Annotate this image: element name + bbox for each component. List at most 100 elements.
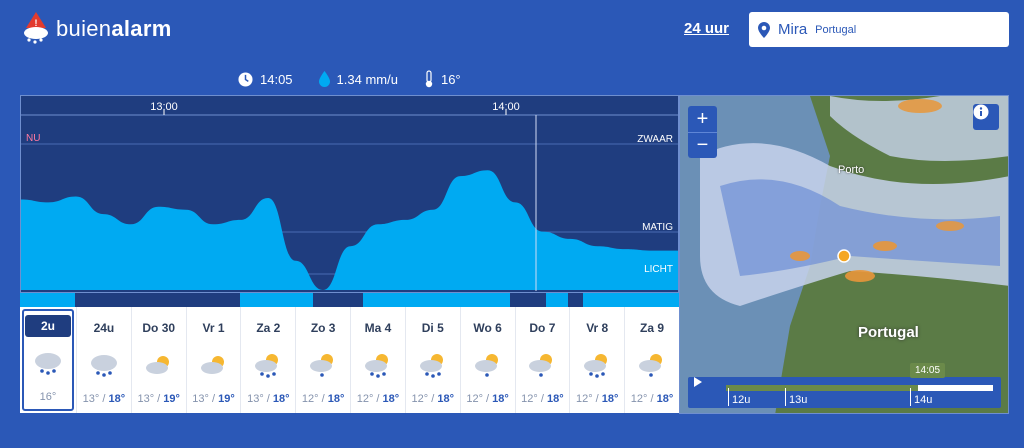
timeline-track[interactable]: [726, 385, 993, 391]
day-temp: 12° / 18°: [521, 393, 564, 405]
range-24h-link[interactable]: 24 uur: [684, 20, 730, 37]
level-label-moderate: MATIG: [642, 222, 673, 233]
day-label: Vr 1: [202, 321, 225, 335]
raindrop-icon: [318, 71, 330, 87]
sun-rain-icon: [582, 353, 612, 381]
day-label: Za 9: [640, 321, 665, 335]
play-button[interactable]: [694, 377, 716, 408]
logo-text-bold: alarm: [111, 16, 172, 41]
logo[interactable]: ! buienalarm: [22, 12, 172, 46]
day-label: Do 30: [142, 321, 176, 335]
day-low-temp: 13°: [82, 393, 100, 405]
country-label: Portugal: [858, 324, 919, 341]
sun-light-rain-icon: [473, 353, 503, 381]
day-temp: 13° / 18°: [247, 393, 290, 405]
play-icon: [694, 377, 702, 387]
day-cell[interactable]: Vr 8 12° / 18°: [569, 307, 624, 413]
level-label-heavy: ZWAAR: [637, 134, 673, 145]
day-label: Di 5: [421, 321, 444, 335]
strip-block: [185, 293, 240, 307]
info-button[interactable]: [973, 104, 999, 130]
sun-rain-icon: [253, 353, 283, 381]
day-cell[interactable]: Wo 6 12° / 18°: [459, 307, 515, 413]
zoom-out-button[interactable]: −: [688, 132, 717, 158]
day-temp: 12° / 18°: [411, 393, 454, 405]
day-temp: 12° / 18°: [630, 393, 674, 405]
rain-chart[interactable]: 13:00 14:00 NU ZWAAR MATIG LICHT: [20, 95, 679, 293]
day-low-temp: 12°: [356, 393, 374, 405]
day-label: Vr 8: [586, 321, 609, 335]
current-stats: 14:05 1.34 mm/u 16°: [238, 70, 461, 88]
day-low-temp: 12°: [521, 393, 538, 405]
strip-block: [568, 293, 583, 307]
day-cell[interactable]: Za 9 12° / 18°: [624, 307, 679, 413]
day-cell[interactable]: Zo 3 12° / 18°: [295, 307, 350, 413]
day-bar-strip: [20, 293, 679, 307]
logo-icon: !: [24, 12, 48, 44]
svg-text:!: !: [35, 18, 38, 28]
timeline-bar[interactable]: 14:05 12u 13u 14u: [688, 363, 1001, 408]
day-high-temp: 18°: [656, 393, 674, 405]
rain-area: [21, 170, 678, 290]
day-temp: 12° / 18°: [301, 393, 345, 405]
thermometer-icon: [425, 70, 433, 88]
day-cell[interactable]: Do 7 12° / 18°: [514, 307, 570, 413]
rain-cloud-icon: [89, 353, 119, 381]
day-high-temp: 18°: [327, 393, 345, 405]
stat-rain: 1.34 mm/u: [318, 71, 398, 87]
level-label-light: LICHT: [644, 264, 673, 275]
day-cell[interactable]: Ma 4 12° / 18°: [350, 307, 405, 413]
rain-area-path: [21, 170, 678, 290]
day-low-temp: 12°: [411, 393, 429, 405]
day-temp: 13° / 19°: [192, 393, 235, 405]
timeline-current-time: 14:05: [910, 363, 946, 378]
stat-temp: 16°: [424, 70, 461, 88]
day-high-temp: 18°: [108, 393, 126, 405]
timeline-tick: 13u: [784, 388, 808, 406]
location-city: Mira: [778, 21, 808, 38]
sun-light-rain-icon: [527, 353, 557, 381]
day-cell[interactable]: Di 5 12° / 18°: [404, 307, 460, 413]
day-low-temp: 16°: [39, 391, 57, 403]
location-search[interactable]: Mira Portugal: [749, 12, 1009, 47]
day-cell[interactable]: Za 2 13° / 18°: [240, 307, 295, 413]
day-temp: 13° / 19°: [137, 393, 180, 405]
stat-time-value: 14:05: [260, 71, 293, 87]
strip-block: [343, 293, 363, 307]
location-country: Portugal: [815, 23, 857, 36]
day-cell[interactable]: Vr 1 13° / 19°: [185, 307, 241, 413]
strip-block: [313, 293, 343, 307]
rain-chart-svg: 13:00 14:00 NU ZWAAR MATIG LICHT: [21, 101, 678, 291]
day-high-temp: 19°: [218, 393, 235, 405]
timeline-tick: 12u: [727, 388, 751, 406]
day-high-temp: 18°: [492, 393, 509, 405]
sun-rain-icon: [363, 353, 393, 381]
day-high-temp: 18°: [601, 393, 619, 405]
partly-sunny-icon: [144, 353, 174, 381]
day-cell[interactable]: Do 30 13° / 19°: [130, 307, 186, 413]
sun-rain-icon: [418, 353, 448, 381]
day-low-temp: 13°: [247, 393, 264, 405]
day-temp: 12° / 18°: [575, 393, 619, 405]
now-label: NU: [26, 133, 40, 144]
rain-cloud-icon: [33, 351, 63, 379]
day-label: Zo 3: [310, 321, 336, 335]
radar-map[interactable]: + − Porto Portugal 14:05 12u 13u 14u: [679, 95, 1009, 414]
day-high-temp: 18°: [382, 393, 400, 405]
zoom-in-button[interactable]: +: [696, 107, 709, 130]
time-label-1300: 13:00: [150, 101, 178, 113]
day-low-temp: 13°: [137, 393, 155, 405]
strip-block: [130, 293, 185, 307]
day-high-temp: 19°: [163, 393, 180, 405]
info-icon: [973, 104, 989, 120]
day-temp: 16°: [40, 391, 57, 403]
logo-text-light: buien: [56, 16, 112, 41]
timeline-progress: [726, 385, 919, 391]
day-label: Za 2: [256, 321, 281, 335]
day-temp: 12° / 18°: [466, 393, 509, 405]
map-pin-icon: [758, 21, 770, 38]
day-temp: 12° / 18°: [356, 393, 400, 405]
day-cell[interactable]: 24u 13° / 18°: [76, 307, 131, 413]
day-cell[interactable]: 2u 16°: [22, 309, 74, 411]
day-temp: 13° / 18°: [82, 393, 126, 405]
